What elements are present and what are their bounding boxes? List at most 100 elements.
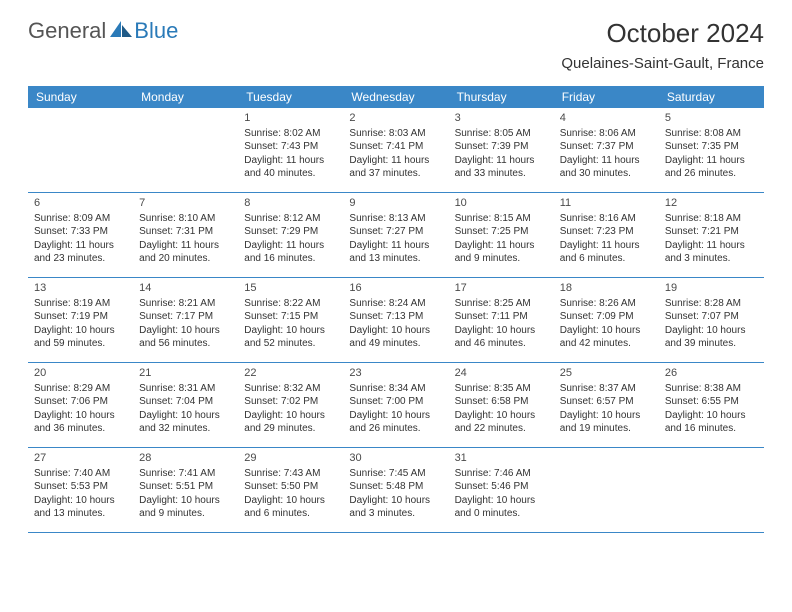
day-cell: 8Sunrise: 8:12 AMSunset: 7:29 PMDaylight… bbox=[238, 193, 343, 277]
day-number: 28 bbox=[139, 451, 232, 466]
weekday-header: Thursday bbox=[449, 86, 554, 108]
sunset-line: Sunset: 7:39 PM bbox=[455, 140, 548, 154]
sunset-line: Sunset: 5:51 PM bbox=[139, 480, 232, 494]
day-cell: 14Sunrise: 8:21 AMSunset: 7:17 PMDayligh… bbox=[133, 278, 238, 362]
day-cell: 26Sunrise: 8:38 AMSunset: 6:55 PMDayligh… bbox=[659, 363, 764, 447]
sunrise-line: Sunrise: 7:41 AM bbox=[139, 467, 232, 481]
day-number: 1 bbox=[244, 111, 337, 126]
sunset-line: Sunset: 7:27 PM bbox=[349, 225, 442, 239]
sunrise-line: Sunrise: 8:02 AM bbox=[244, 127, 337, 141]
sunset-line: Sunset: 7:43 PM bbox=[244, 140, 337, 154]
sunrise-line: Sunrise: 8:08 AM bbox=[665, 127, 758, 141]
sunrise-line: Sunrise: 8:05 AM bbox=[455, 127, 548, 141]
empty-cell bbox=[28, 108, 133, 192]
day-cell: 2Sunrise: 8:03 AMSunset: 7:41 PMDaylight… bbox=[343, 108, 448, 192]
week-row: 27Sunrise: 7:40 AMSunset: 5:53 PMDayligh… bbox=[28, 448, 764, 533]
day-number: 17 bbox=[455, 281, 548, 296]
day-cell: 16Sunrise: 8:24 AMSunset: 7:13 PMDayligh… bbox=[343, 278, 448, 362]
daylight-line: Daylight: 11 hours and 16 minutes. bbox=[244, 239, 337, 266]
sunrise-line: Sunrise: 8:18 AM bbox=[665, 212, 758, 226]
sunset-line: Sunset: 7:35 PM bbox=[665, 140, 758, 154]
sunrise-line: Sunrise: 8:21 AM bbox=[139, 297, 232, 311]
empty-cell bbox=[133, 108, 238, 192]
day-number: 6 bbox=[34, 196, 127, 211]
day-number: 27 bbox=[34, 451, 127, 466]
sunset-line: Sunset: 7:09 PM bbox=[560, 310, 653, 324]
week-row: 6Sunrise: 8:09 AMSunset: 7:33 PMDaylight… bbox=[28, 193, 764, 278]
sunrise-line: Sunrise: 8:06 AM bbox=[560, 127, 653, 141]
sunset-line: Sunset: 6:57 PM bbox=[560, 395, 653, 409]
sunrise-line: Sunrise: 8:12 AM bbox=[244, 212, 337, 226]
sunrise-line: Sunrise: 8:29 AM bbox=[34, 382, 127, 396]
sunset-line: Sunset: 7:13 PM bbox=[349, 310, 442, 324]
day-number: 21 bbox=[139, 366, 232, 381]
day-number: 22 bbox=[244, 366, 337, 381]
daylight-line: Daylight: 10 hours and 13 minutes. bbox=[34, 494, 127, 521]
day-number: 20 bbox=[34, 366, 127, 381]
daylight-line: Daylight: 11 hours and 37 minutes. bbox=[349, 154, 442, 181]
sunrise-line: Sunrise: 8:31 AM bbox=[139, 382, 232, 396]
sunset-line: Sunset: 7:23 PM bbox=[560, 225, 653, 239]
sunrise-line: Sunrise: 7:45 AM bbox=[349, 467, 442, 481]
day-cell: 27Sunrise: 7:40 AMSunset: 5:53 PMDayligh… bbox=[28, 448, 133, 532]
daylight-line: Daylight: 10 hours and 36 minutes. bbox=[34, 409, 127, 436]
day-number: 10 bbox=[455, 196, 548, 211]
sunrise-line: Sunrise: 8:34 AM bbox=[349, 382, 442, 396]
sunset-line: Sunset: 7:29 PM bbox=[244, 225, 337, 239]
sunrise-line: Sunrise: 8:03 AM bbox=[349, 127, 442, 141]
header: General Blue October 2024 Quelaines-Sain… bbox=[0, 0, 792, 76]
sunset-line: Sunset: 7:25 PM bbox=[455, 225, 548, 239]
sunset-line: Sunset: 7:37 PM bbox=[560, 140, 653, 154]
day-cell: 28Sunrise: 7:41 AMSunset: 5:51 PMDayligh… bbox=[133, 448, 238, 532]
day-cell: 12Sunrise: 8:18 AMSunset: 7:21 PMDayligh… bbox=[659, 193, 764, 277]
day-cell: 17Sunrise: 8:25 AMSunset: 7:11 PMDayligh… bbox=[449, 278, 554, 362]
day-cell: 6Sunrise: 8:09 AMSunset: 7:33 PMDaylight… bbox=[28, 193, 133, 277]
day-cell: 18Sunrise: 8:26 AMSunset: 7:09 PMDayligh… bbox=[554, 278, 659, 362]
sunset-line: Sunset: 7:07 PM bbox=[665, 310, 758, 324]
daylight-line: Daylight: 10 hours and 3 minutes. bbox=[349, 494, 442, 521]
day-cell: 1Sunrise: 8:02 AMSunset: 7:43 PMDaylight… bbox=[238, 108, 343, 192]
daylight-line: Daylight: 10 hours and 22 minutes. bbox=[455, 409, 548, 436]
sunset-line: Sunset: 7:04 PM bbox=[139, 395, 232, 409]
sunset-line: Sunset: 7:11 PM bbox=[455, 310, 548, 324]
day-cell: 15Sunrise: 8:22 AMSunset: 7:15 PMDayligh… bbox=[238, 278, 343, 362]
day-number: 11 bbox=[560, 196, 653, 211]
sunrise-line: Sunrise: 8:13 AM bbox=[349, 212, 442, 226]
empty-cell bbox=[659, 448, 764, 532]
weekday-header: Tuesday bbox=[238, 86, 343, 108]
day-number: 3 bbox=[455, 111, 548, 126]
sunset-line: Sunset: 7:41 PM bbox=[349, 140, 442, 154]
brand-sail-icon bbox=[110, 21, 132, 37]
sunset-line: Sunset: 5:46 PM bbox=[455, 480, 548, 494]
weekday-header: Monday bbox=[133, 86, 238, 108]
sunrise-line: Sunrise: 7:46 AM bbox=[455, 467, 548, 481]
sunrise-line: Sunrise: 8:24 AM bbox=[349, 297, 442, 311]
sunset-line: Sunset: 7:02 PM bbox=[244, 395, 337, 409]
day-number: 25 bbox=[560, 366, 653, 381]
sunrise-line: Sunrise: 8:32 AM bbox=[244, 382, 337, 396]
day-number: 24 bbox=[455, 366, 548, 381]
day-cell: 24Sunrise: 8:35 AMSunset: 6:58 PMDayligh… bbox=[449, 363, 554, 447]
sunset-line: Sunset: 7:33 PM bbox=[34, 225, 127, 239]
week-row: 1Sunrise: 8:02 AMSunset: 7:43 PM Daylight… bbox=[28, 108, 764, 193]
sunrise-line: Sunrise: 8:38 AM bbox=[665, 382, 758, 396]
sunrise-line: Sunrise: 8:22 AM bbox=[244, 297, 337, 311]
day-number: 9 bbox=[349, 196, 442, 211]
sunset-line: Sunset: 7:21 PM bbox=[665, 225, 758, 239]
day-number: 2 bbox=[349, 111, 442, 126]
sunset-line: Sunset: 7:31 PM bbox=[139, 225, 232, 239]
day-cell: 3Sunrise: 8:05 AMSunset: 7:39 PMDaylight… bbox=[449, 108, 554, 192]
day-number: 19 bbox=[665, 281, 758, 296]
day-cell: 7Sunrise: 8:10 AMSunset: 7:31 PMDaylight… bbox=[133, 193, 238, 277]
sunrise-line: Sunrise: 8:26 AM bbox=[560, 297, 653, 311]
day-number: 7 bbox=[139, 196, 232, 211]
daylight-line: Daylight: 11 hours and 33 minutes. bbox=[455, 154, 548, 181]
sunrise-line: Sunrise: 8:37 AM bbox=[560, 382, 653, 396]
sunrise-line: Sunrise: 7:40 AM bbox=[34, 467, 127, 481]
sunset-line: Sunset: 7:06 PM bbox=[34, 395, 127, 409]
daylight-line: Daylight: 10 hours and 9 minutes. bbox=[139, 494, 232, 521]
daylight-line: Daylight: 10 hours and 59 minutes. bbox=[34, 324, 127, 351]
daylight-line: Daylight: 11 hours and 13 minutes. bbox=[349, 239, 442, 266]
brand-part2: Blue bbox=[134, 18, 178, 44]
daylight-line: Daylight: 10 hours and 29 minutes. bbox=[244, 409, 337, 436]
